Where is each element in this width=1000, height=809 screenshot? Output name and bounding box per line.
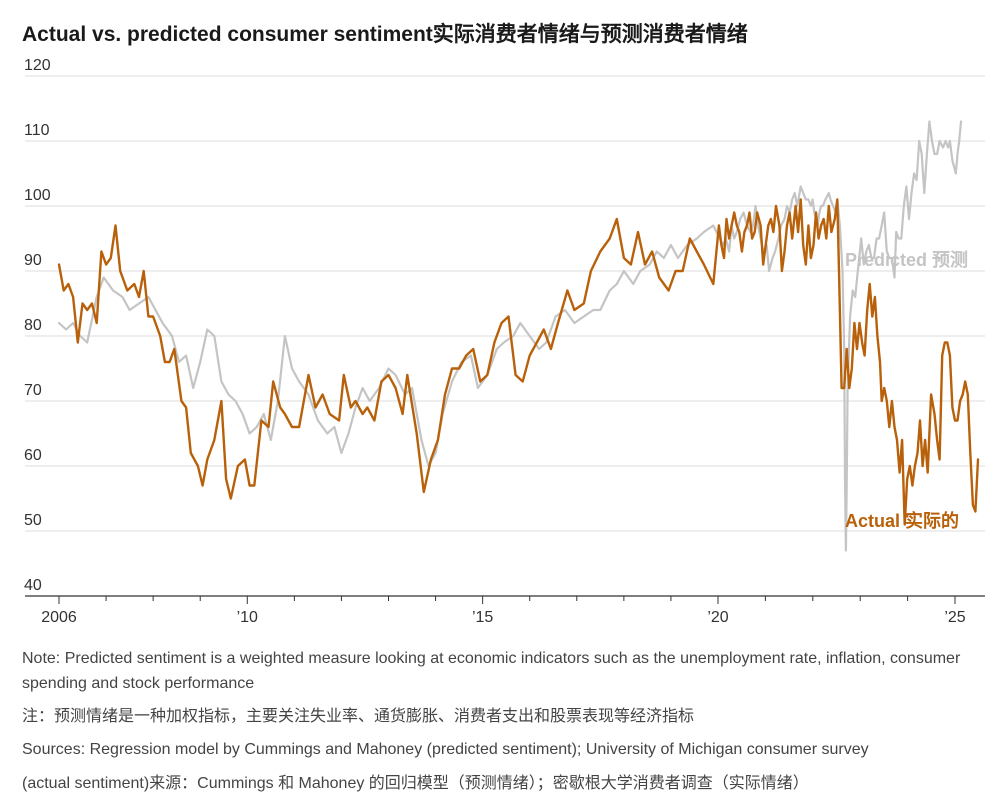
x-tick-label: ’15 <box>472 609 493 626</box>
sources-chinese: (actual sentiment)来源：Cummings 和 Mahoney … <box>22 775 809 792</box>
predicted-series-label: Predicted 预测 <box>845 249 968 270</box>
y-tick-label: 40 <box>24 577 42 594</box>
x-tick-label: ’10 <box>237 609 258 626</box>
y-tick-label: 100 <box>24 187 51 204</box>
predicted-series-line <box>57 120 963 552</box>
actual-series-line <box>57 198 980 526</box>
sources-english: Sources: Regression model by Cummings an… <box>22 741 869 758</box>
y-tick-label: 120 <box>24 57 51 74</box>
y-tick-label: 60 <box>24 447 42 464</box>
y-tick-label: 80 <box>24 317 42 334</box>
y-tick-label: 110 <box>24 122 50 139</box>
chart-title: Actual vs. predicted consumer sentiment实… <box>22 23 748 46</box>
x-tick-label: ’20 <box>707 609 728 626</box>
sentiment-line-chart: 40 50 60 70 80 90 100 110 120 2006 ’10 ’15 ’20 ’25 Pre… <box>24 57 985 626</box>
note-english: Note: Predicted sentiment is a weighted … <box>22 650 961 692</box>
y-tick-label: 70 <box>24 382 42 399</box>
y-tick-label: 50 <box>24 512 42 529</box>
note-chinese: 注：预测情绪是一种加权指标，主要关注失业率、通货膨胀、消费者支出和股票表现等经济… <box>22 708 695 725</box>
actual-series-label: Actual 实际的 <box>845 510 959 531</box>
x-tick-label: 2006 <box>41 609 77 626</box>
x-tick-label: ’25 <box>944 609 965 626</box>
y-tick-label: 90 <box>24 252 42 269</box>
